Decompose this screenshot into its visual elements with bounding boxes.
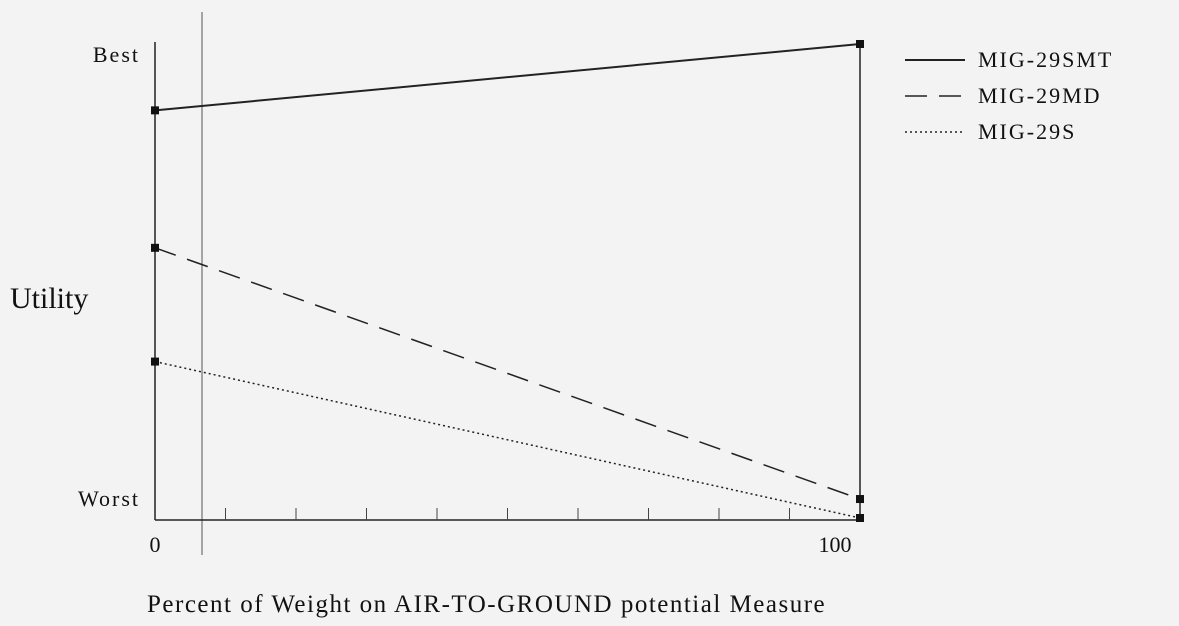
x-minor-ticks [225,508,790,520]
data-point-mig-29smt-100 [856,40,864,48]
data-point-mig-29md-0 [151,243,159,252]
data-point-mig-29s-100 [856,514,864,522]
data-point-mig-29s-0 [151,357,159,366]
legend-label-mig-29s: MIG-29S [978,119,1076,144]
data-point-mig-29smt-0 [151,106,159,115]
series-line-mig-29md [154,247,861,500]
y-tick-label-best: Best [93,42,140,67]
data-point-mig-29md-100 [856,495,864,504]
series-line-mig-29smt [154,43,861,112]
x-tick-label-100: 100 [819,532,852,557]
y-tick-label-worst: Worst [78,486,140,511]
legend-label-mig-29smt: MIG-29SMT [978,47,1113,72]
legend-label-mig-29md: MIG-29MD [978,83,1102,108]
x-axis-label: Percent of Weight on AIR-TO-GROUND poten… [147,591,826,618]
series-line-mig-29s [154,360,861,519]
marker-layer [151,40,864,522]
y-axis-label: Utility [10,282,88,315]
x-tick-label-0: 0 [150,532,161,557]
series-layer [154,43,861,519]
legend: MIG-29SMT MIG-29MD MIG-29S [905,47,1113,144]
